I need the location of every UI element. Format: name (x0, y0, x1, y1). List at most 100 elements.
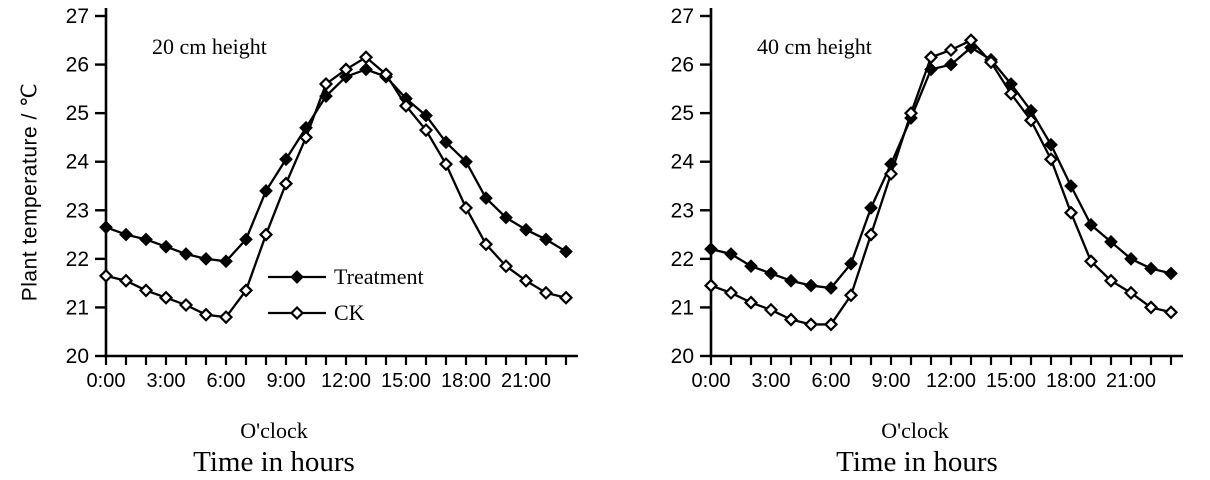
chart-panel-20cm: 20 21 22 23 24 25 26 27 0:00 3:00 6:00 9:00 12:00 15:… (18, 5, 578, 478)
caption-time-in-hours-right: Time in hours (836, 446, 998, 478)
filled-diamond-marker (239, 232, 253, 247)
open-diamond-marker (458, 200, 474, 215)
chart-panel-40cm: 20 21 22 23 24 25 26 27 0:00 3:00 6:00 9:00 12:00 15:… (605, 0, 1210, 480)
x-tick-label: 18:00 (441, 370, 491, 392)
legend-open-diamond-icon (289, 305, 305, 321)
open-diamond-marker (138, 283, 154, 298)
open-diamond-marker (823, 317, 839, 332)
plot-20cm: 20 21 22 23 24 25 26 27 0:00 3:00 6:00 9:00 12:00 15:… (66, 5, 578, 392)
open-diamond-marker (1083, 254, 1099, 269)
filled-diamond-marker (139, 232, 153, 247)
filled-diamond-marker (539, 232, 553, 247)
legend-label: Treatment (334, 264, 424, 289)
filled-diamond-marker (724, 247, 738, 261)
open-diamond-marker (723, 285, 739, 300)
y-tick-label: 24 (671, 151, 695, 174)
open-diamond-marker (238, 283, 254, 298)
series-Treatment (704, 40, 1178, 295)
filled-diamond-marker (804, 278, 818, 293)
filled-diamond-marker (1044, 137, 1058, 152)
filled-diamond-marker (864, 201, 878, 215)
open-diamond-marker (178, 297, 194, 313)
open-diamond-marker (538, 285, 554, 300)
x-tick-label: 3:00 (752, 370, 791, 392)
open-diamond-marker (963, 33, 979, 48)
x-tick-label: 21:00 (501, 370, 551, 392)
series-CK (703, 33, 1179, 332)
y-tick-label: 21 (66, 296, 89, 319)
open-diamond-marker (863, 227, 879, 242)
series-line (710, 46, 1172, 290)
filled-diamond-marker (559, 244, 573, 259)
filled-diamond-marker (844, 256, 858, 271)
filled-diamond-marker (199, 252, 213, 266)
y-tick-label: 21 (671, 296, 694, 319)
plot-40cm: 20 21 22 23 24 25 26 27 0:00 3:00 6:00 9:00 12:00 15:… (671, 5, 1183, 392)
panel-label-40cm: 40 cm height (757, 34, 872, 59)
open-diamond-marker (418, 123, 434, 138)
y-tick-label: 26 (671, 54, 694, 77)
panel-label-20cm: 20 cm height (152, 34, 267, 59)
legend-label: CK (334, 300, 365, 325)
filled-diamond-marker (419, 108, 433, 123)
open-diamond-marker (1023, 113, 1039, 128)
filled-diamond-marker (1144, 261, 1158, 276)
x-tick-label: 9:00 (872, 370, 911, 392)
x-tick-label: 15:00 (381, 370, 431, 392)
open-diamond-marker (158, 290, 174, 305)
y-tick-label: 22 (671, 248, 694, 271)
filled-diamond-marker (824, 281, 838, 295)
filled-diamond-marker (1164, 266, 1178, 281)
x-tick-label: 0:00 (692, 370, 731, 392)
open-diamond-marker (478, 237, 494, 252)
x-tick-label: 12:00 (321, 370, 371, 392)
open-diamond-marker (518, 273, 534, 288)
x-tick-label: 6:00 (812, 370, 851, 392)
legend-filled-diamond-icon (290, 270, 304, 284)
filled-diamond-marker (179, 247, 193, 261)
x-tick-label: 6:00 (207, 370, 246, 392)
x-tick-label: 9:00 (267, 370, 306, 392)
open-diamond-marker (1143, 300, 1159, 315)
y-tick-label: 25 (671, 102, 694, 125)
y-axis-title: Plant temperature / ℃ (18, 82, 42, 302)
open-diamond-marker (1063, 205, 1079, 220)
open-diamond-marker (1003, 86, 1019, 101)
open-diamond-marker (803, 317, 819, 332)
y-tick-label: 25 (66, 102, 89, 125)
open-diamond-marker (318, 76, 334, 92)
filled-diamond-marker (439, 135, 453, 150)
filled-diamond-marker (784, 273, 798, 288)
filled-diamond-marker (119, 227, 133, 242)
y-tick-label: 20 (671, 345, 694, 368)
series-line (105, 68, 567, 263)
open-diamond-marker (1043, 152, 1059, 167)
open-diamond-marker (378, 67, 394, 82)
series-line (710, 38, 1172, 326)
filled-diamond-marker (259, 184, 273, 198)
open-diamond-marker (218, 310, 234, 325)
open-diamond-marker (783, 312, 799, 327)
filled-diamond-marker (159, 239, 173, 254)
chart-canvas-20cm: 20 21 22 23 24 25 26 27 0:00 3:00 6:00 9:00 12:00 15:… (66, 5, 578, 392)
open-diamond-marker (763, 302, 779, 317)
x-tick-label: 12:00 (926, 370, 976, 392)
filled-diamond-marker (704, 242, 718, 256)
filled-diamond-marker (519, 222, 533, 237)
y-tick-label: 20 (66, 345, 89, 368)
open-diamond-marker (438, 157, 454, 172)
open-diamond-marker (1103, 273, 1119, 288)
open-diamond-marker (883, 166, 899, 181)
filled-diamond-marker (1104, 235, 1118, 249)
open-diamond-marker (98, 268, 114, 283)
open-diamond-marker (398, 98, 414, 113)
open-diamond-marker (278, 176, 294, 191)
open-diamond-marker (943, 42, 959, 58)
open-diamond-marker (1123, 285, 1139, 300)
open-diamond-marker (558, 290, 574, 305)
filled-diamond-marker (1084, 218, 1098, 232)
open-diamond-marker (1163, 305, 1179, 320)
filled-diamond-marker (764, 266, 778, 281)
